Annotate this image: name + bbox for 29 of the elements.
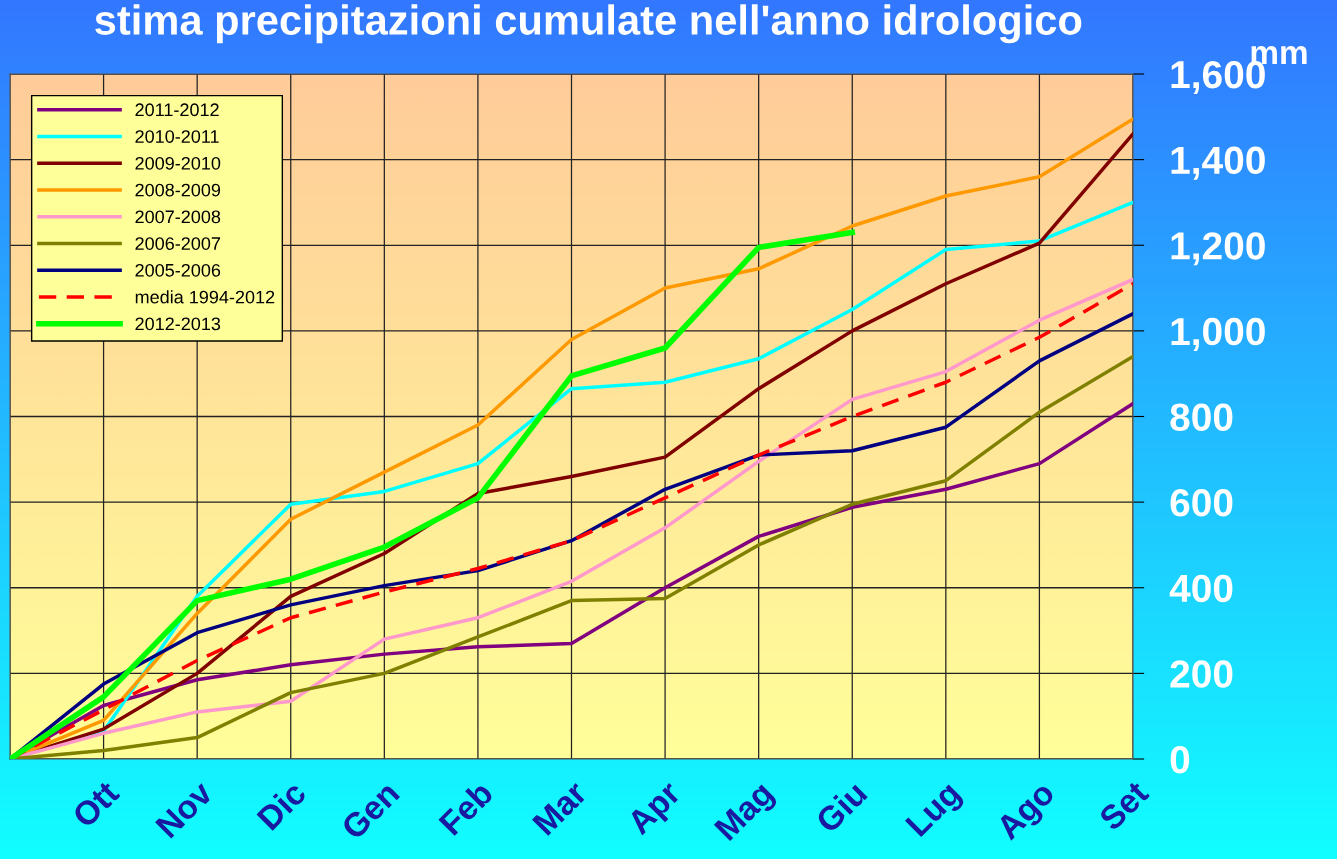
legend-label: 2007-2008 bbox=[135, 210, 221, 224]
x-tick-label: Nov bbox=[155, 779, 215, 839]
x-tick-label: Set bbox=[1097, 779, 1151, 832]
x-tick-label: Ott bbox=[71, 779, 121, 829]
x-tick-label: Lug bbox=[904, 780, 967, 843]
y-tick-label: 200 bbox=[1170, 660, 1233, 688]
y-tick-label: 0 bbox=[1170, 745, 1190, 774]
legend-label: 2005-2006 bbox=[135, 263, 221, 277]
x-tick-label: Gen bbox=[340, 780, 401, 841]
y-tick-label: 1,400 bbox=[1171, 146, 1265, 180]
chart-title: stima precipitazioni cumulate nell'anno idrologico bbox=[95, 4, 1082, 44]
x-tick-label: Ago bbox=[994, 780, 1061, 846]
legend-label: media 1994-2012 bbox=[135, 290, 275, 304]
x-tick-label: Mar bbox=[532, 779, 589, 837]
y-tick-label: 600 bbox=[1170, 489, 1233, 517]
legend-label: 2009-2010 bbox=[135, 156, 221, 170]
legend-label: 2010-2011 bbox=[135, 130, 219, 143]
x-tick-label: Apr bbox=[625, 779, 687, 841]
legend-label: 2008-2009 bbox=[135, 183, 221, 197]
y-tick-label: 1,000 bbox=[1171, 317, 1265, 351]
x-tick-label: Feb bbox=[437, 779, 495, 837]
y-tick-label: 800 bbox=[1170, 403, 1233, 431]
y-tick-label: 1,200 bbox=[1171, 232, 1265, 266]
legend-label: 2006-2007 bbox=[135, 237, 221, 250]
x-tick-label: Dic bbox=[255, 779, 308, 831]
legend-label: 2012-2013 bbox=[135, 317, 221, 331]
y-tick-label: 400 bbox=[1169, 574, 1233, 603]
x-tick-label: Giu bbox=[813, 779, 869, 835]
legend-label: 2011-2012 bbox=[135, 103, 219, 117]
